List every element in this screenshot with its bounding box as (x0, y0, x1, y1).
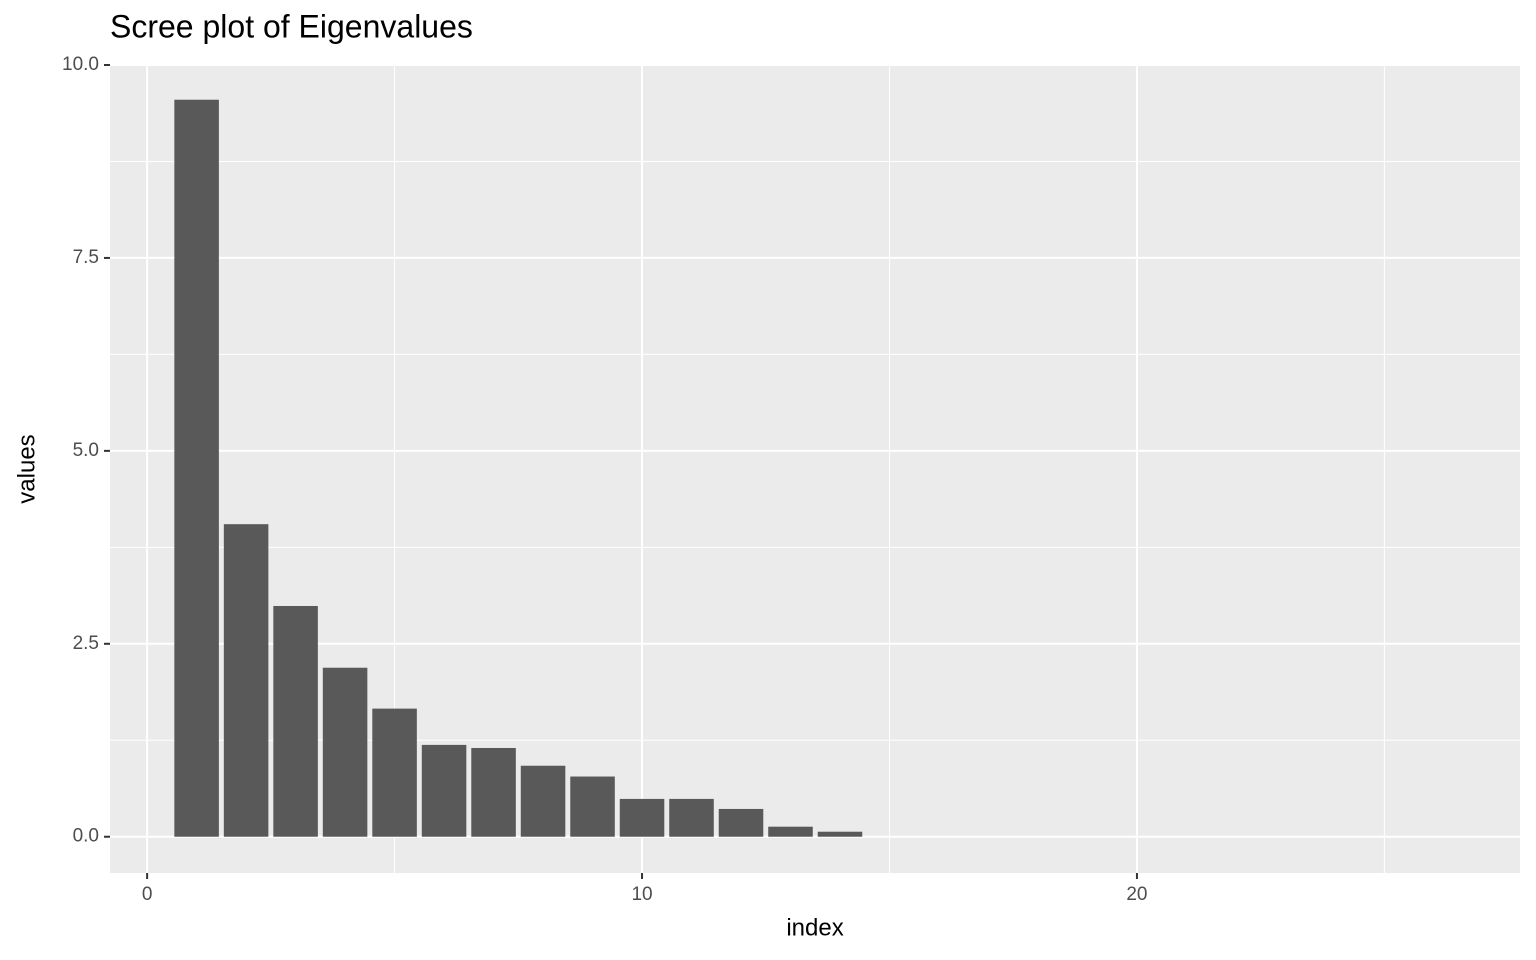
x-axis-label: index (786, 914, 843, 941)
bar (817, 831, 863, 837)
bar (174, 99, 219, 837)
x-tick-label: 20 (1126, 884, 1147, 905)
bar (471, 747, 516, 837)
bar (372, 708, 417, 837)
bar (322, 667, 368, 837)
bar (718, 808, 764, 837)
y-tick-label: 10.0 (62, 54, 99, 75)
bar (669, 798, 714, 837)
bar (223, 524, 269, 837)
plot-panel (110, 65, 1520, 873)
bar (273, 605, 318, 837)
y-tick-label: 0.0 (73, 826, 99, 847)
x-tick-label: 10 (631, 884, 652, 905)
bar (768, 826, 813, 837)
bar (570, 776, 615, 837)
y-axis-label: values (13, 434, 40, 503)
y-tick-label: 2.5 (73, 633, 99, 654)
bar (520, 765, 566, 837)
x-tick-label: 0 (142, 884, 153, 905)
y-tick-label: 5.0 (73, 440, 99, 461)
chart-title: Scree plot of Eigenvalues (110, 8, 473, 44)
bar (619, 798, 665, 837)
bar (421, 744, 467, 837)
y-tick-label: 7.5 (73, 247, 99, 268)
